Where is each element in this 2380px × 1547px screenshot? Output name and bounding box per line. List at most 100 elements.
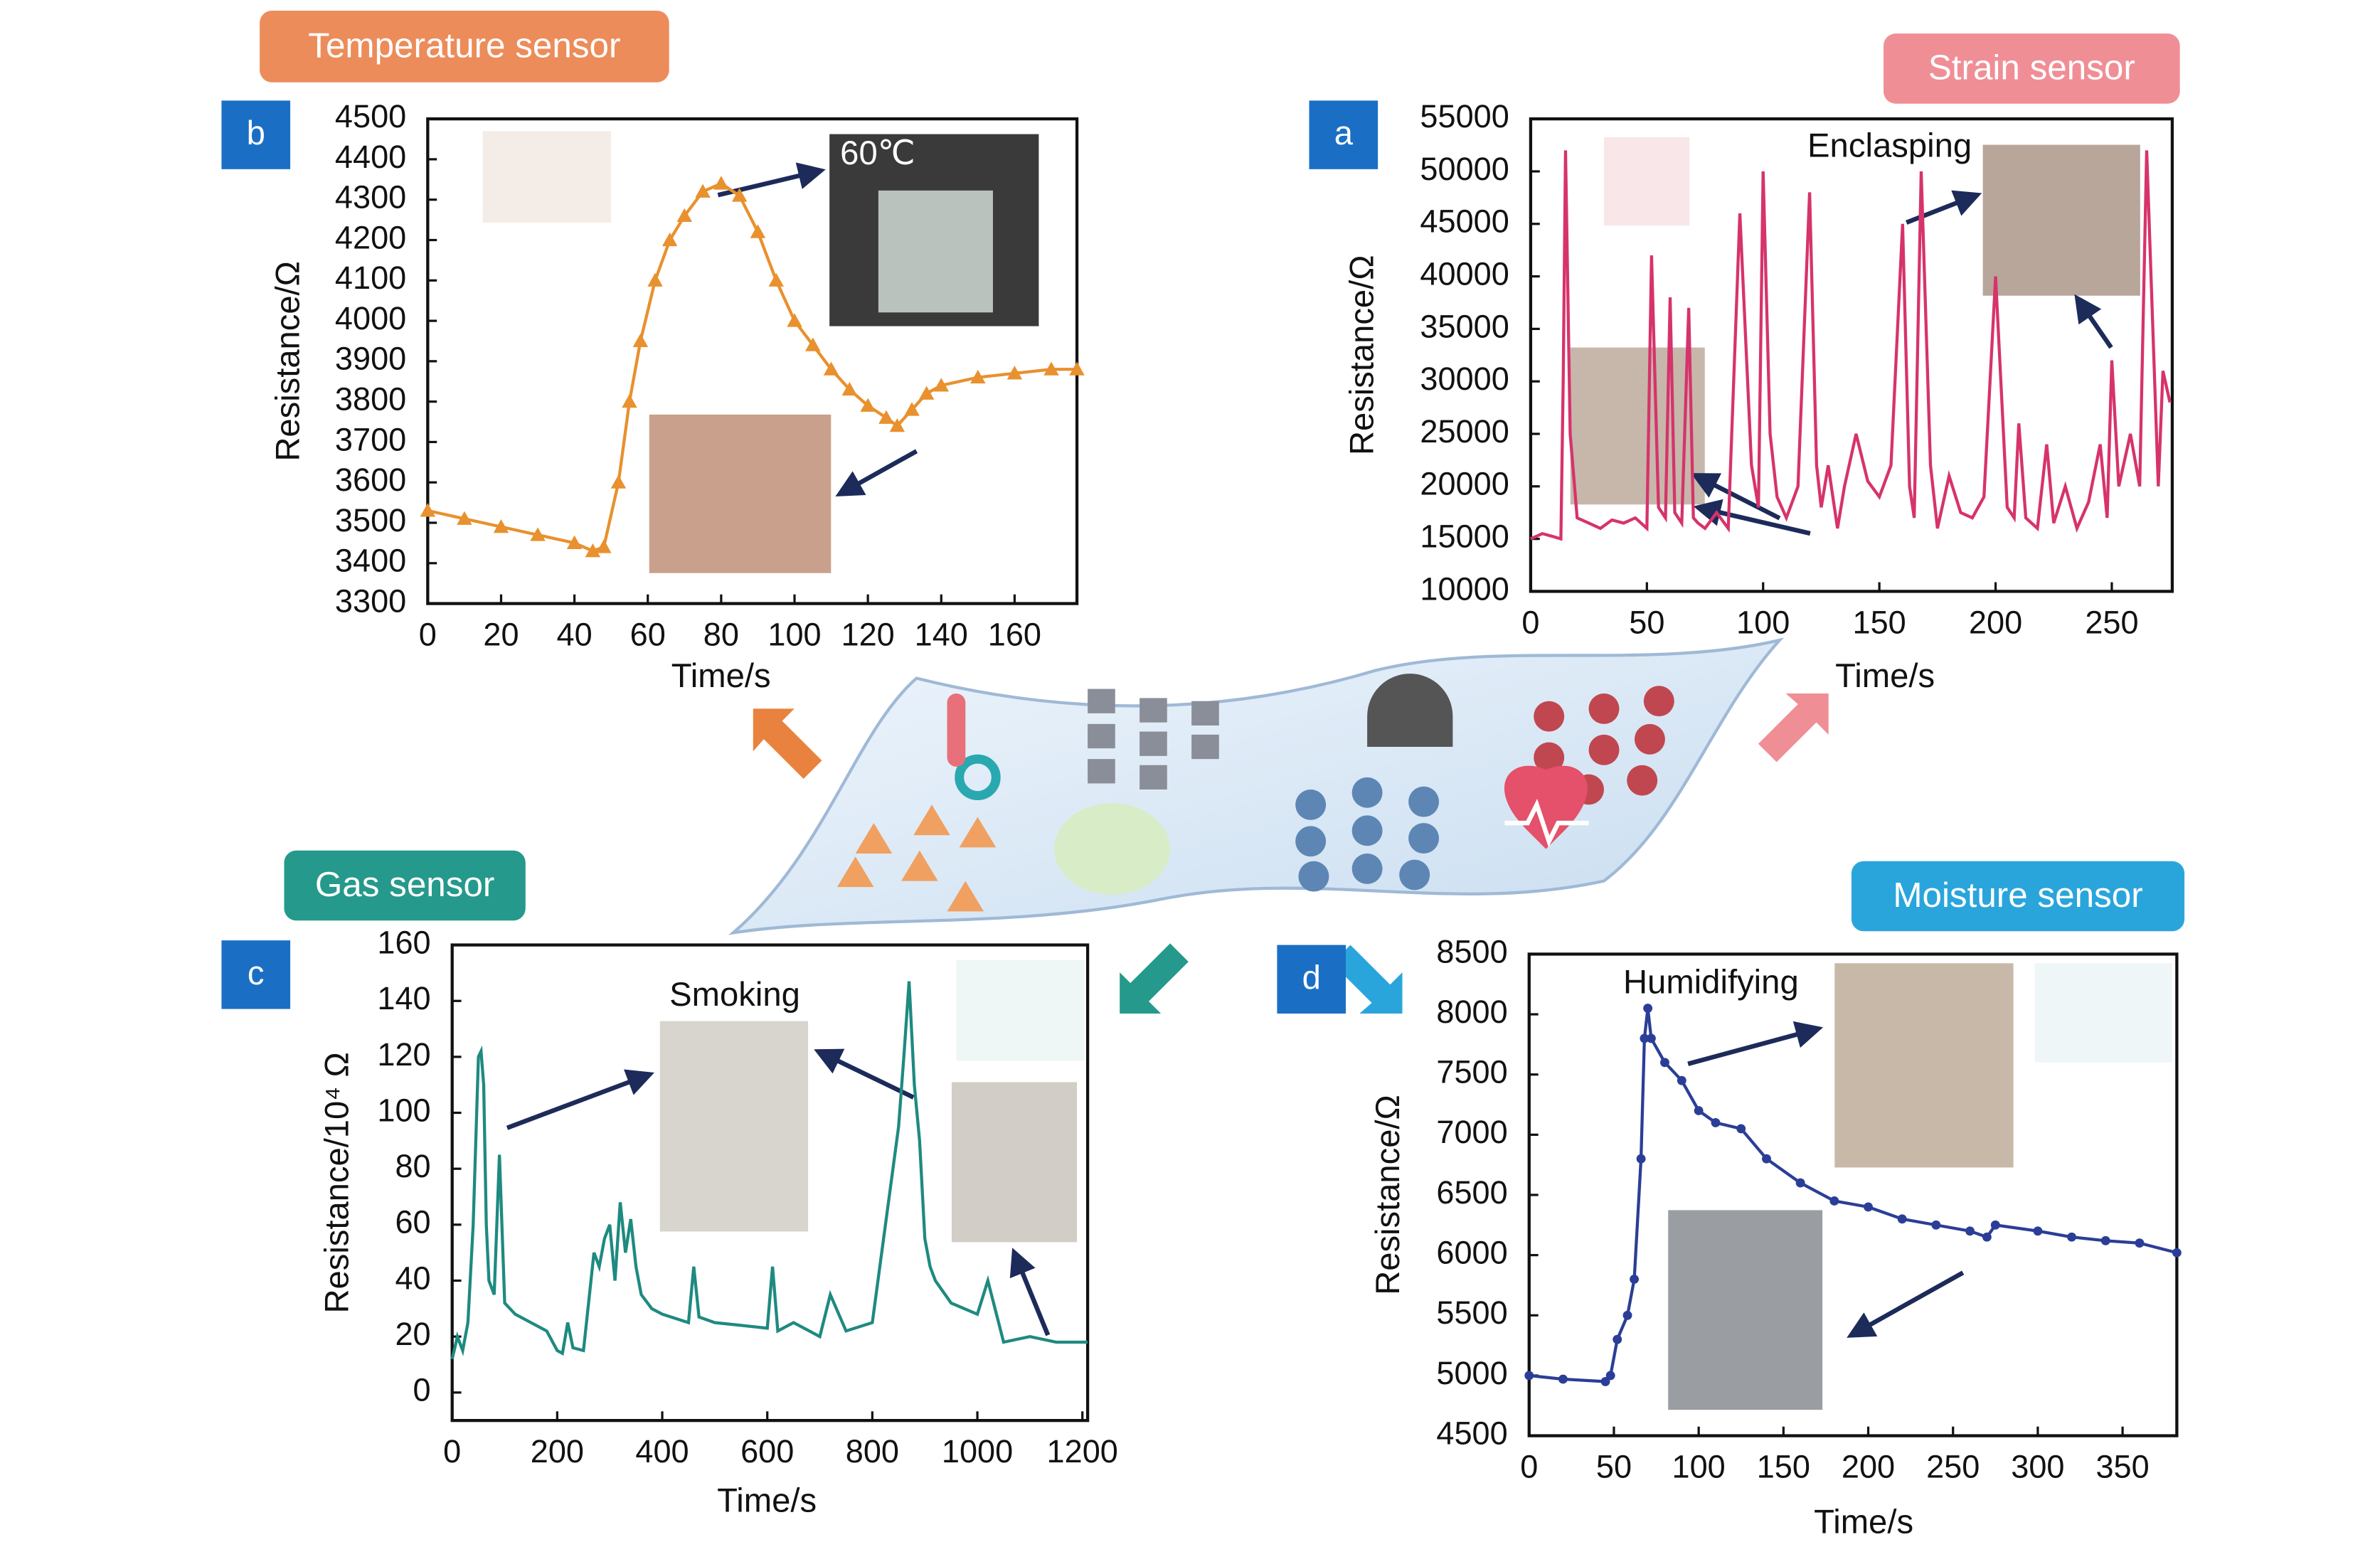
data-point — [695, 184, 711, 198]
data-point — [1711, 1118, 1721, 1127]
y-tick-label: 4500 — [1436, 1415, 1507, 1452]
data-point — [596, 539, 612, 553]
data-point — [1006, 366, 1023, 380]
x-tick-label: 50 — [1596, 1449, 1632, 1485]
x-tick-label: 100 — [1672, 1449, 1726, 1485]
data-point — [787, 313, 802, 327]
x-tick-label: 0 — [443, 1433, 461, 1469]
panel-label-box — [1309, 100, 1378, 169]
data-point — [1694, 1106, 1704, 1115]
data-point — [878, 410, 894, 424]
data-point — [904, 402, 920, 416]
x-tick-label: 0 — [1521, 605, 1539, 641]
chart-title: Strain sensor — [1928, 48, 2135, 87]
data-point — [647, 272, 663, 287]
panel-label-box — [221, 100, 291, 169]
y-axis-label: Resistance/10⁴ Ω — [318, 1052, 356, 1313]
chart-title: Moisture sensor — [1893, 876, 2142, 915]
y-tick-label: 60 — [395, 1204, 430, 1240]
data-point — [493, 519, 509, 533]
sensor-sheet — [728, 637, 1785, 935]
y-tick-label: 10000 — [1420, 570, 1509, 607]
y-tick-label: 8500 — [1436, 933, 1507, 969]
y-tick-label: 25000 — [1420, 413, 1509, 450]
plot-frame — [450, 943, 1090, 1423]
data-point — [2067, 1232, 2077, 1242]
data-point — [2135, 1238, 2145, 1248]
data-point — [632, 333, 649, 348]
y-tick-label: 20000 — [1420, 466, 1509, 502]
data-point — [566, 535, 583, 549]
data-point — [1660, 1058, 1669, 1068]
y-tick-label: 4400 — [335, 139, 406, 175]
panel-label: a — [1334, 115, 1354, 152]
data-point — [1043, 361, 1059, 376]
data-point — [1795, 1178, 1805, 1188]
y-tick-label: 120 — [377, 1036, 430, 1073]
y-tick-label: 40000 — [1420, 256, 1509, 292]
y-axis-label: Resistance/Ω — [269, 261, 307, 461]
data-point — [1558, 1374, 1568, 1384]
data-point — [1677, 1075, 1686, 1085]
data-point — [1864, 1202, 1873, 1212]
x-tick-label: 600 — [740, 1433, 794, 1469]
chart-title: Gas sensor — [315, 865, 495, 904]
y-tick-label: 4300 — [335, 179, 406, 216]
data-point — [1982, 1232, 1992, 1242]
data-point — [1897, 1214, 1907, 1224]
data-point — [933, 378, 950, 392]
x-tick-label: 0 — [419, 617, 437, 653]
data-point — [662, 232, 678, 247]
x-tick-label: 120 — [841, 617, 895, 653]
data-point — [805, 337, 821, 351]
x-tick-label: 60 — [630, 617, 666, 653]
y-tick-label: 4100 — [335, 260, 406, 296]
x-axis-label: Time/s — [717, 1482, 817, 1519]
x-tick-label: 100 — [1736, 605, 1790, 641]
direction-arrows — [753, 693, 1829, 1014]
data-line — [450, 981, 1088, 1360]
x-tick-label: 800 — [846, 1433, 899, 1469]
photo-insets — [482, 131, 2172, 1410]
data-point — [1524, 1371, 1534, 1381]
y-tick-label: 6500 — [1436, 1174, 1507, 1211]
y-tick-label: 3400 — [335, 543, 406, 579]
y-tick-label: 5000 — [1436, 1355, 1507, 1391]
data-point — [1630, 1275, 1640, 1284]
panel-label: d — [1302, 959, 1321, 996]
annotation: Smoking — [669, 976, 800, 1014]
data-point — [1622, 1310, 1632, 1320]
x-tick-label: 40 — [557, 617, 593, 653]
data-point — [2172, 1248, 2182, 1258]
y-tick-label: 5500 — [1436, 1295, 1507, 1331]
data-point — [1636, 1154, 1646, 1164]
y-tick-label: 7000 — [1436, 1114, 1507, 1150]
y-axis-label: Resistance/Ω — [1369, 1095, 1407, 1295]
x-tick-label: 200 — [1969, 605, 2022, 641]
x-tick-label: 150 — [1853, 605, 1906, 641]
y-tick-label: 8000 — [1436, 994, 1507, 1030]
title-pill — [284, 850, 526, 921]
data-point — [610, 474, 627, 489]
plot-frame — [1529, 117, 2174, 593]
y-tick-label: 40 — [395, 1260, 430, 1296]
y-tick-label: 80 — [395, 1148, 430, 1184]
data-point — [1613, 1334, 1622, 1344]
data-point — [860, 398, 876, 412]
data-point — [1762, 1154, 1771, 1164]
annotation: Enclasping — [1807, 127, 1972, 164]
y-tick-label: 55000 — [1420, 98, 1509, 134]
y-tick-label: 0 — [413, 1372, 431, 1408]
annotation: Humidifying — [1623, 964, 1799, 1001]
y-tick-label: 4000 — [335, 300, 406, 336]
y-tick-label: 3300 — [335, 583, 406, 620]
y-tick-label: 20 — [395, 1316, 430, 1352]
x-tick-label: 0 — [1520, 1449, 1538, 1485]
annotation: 60℃ — [840, 134, 915, 172]
x-tick-label: 300 — [2011, 1449, 2064, 1485]
data-point — [1605, 1371, 1615, 1381]
y-tick-label: 3700 — [335, 421, 406, 457]
y-tick-label: 4200 — [335, 219, 406, 255]
x-tick-label: 200 — [531, 1433, 584, 1469]
